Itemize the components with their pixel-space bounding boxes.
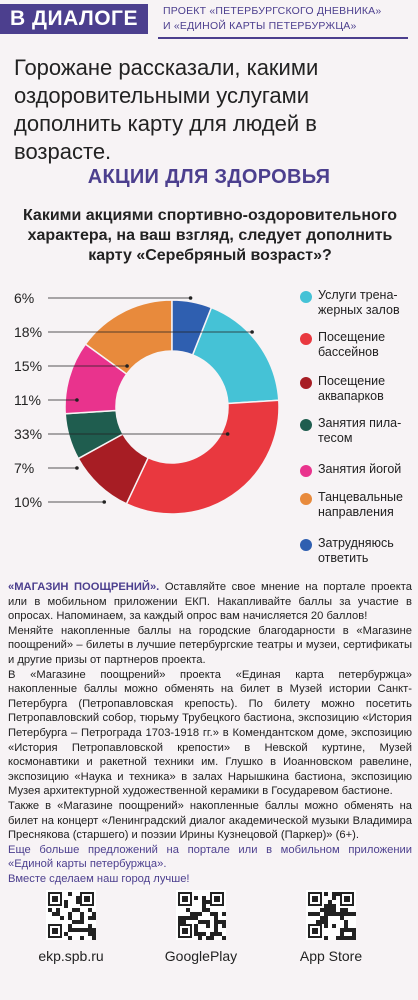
paragraph-5: Еще больше предложений на портале или в … [8,843,412,871]
leader-dot [75,398,79,402]
paragraph-6: Вместе сделаем наш город лучше! [8,872,190,885]
legend-label: Занятия пила-тесом [318,416,402,445]
link-caption[interactable]: App Store [299,948,363,964]
leader-dot [250,330,254,334]
section-title: АКЦИИ ДЛЯ ЗДОРОВЬЯ [87,166,331,188]
project-line-1: ПРОЕКТ «ПЕТЕРБУРГСКОГО ДНЕВНИКА» [163,5,382,17]
legend-swatch [300,419,312,431]
header-divider [158,37,408,39]
percent-label: 18% [14,324,42,340]
percent-label: 6% [14,290,34,306]
percent-label: 33% [14,426,42,442]
percent-label: 10% [14,494,42,510]
legend-label: Посещение аквапарков [318,374,386,403]
leader-dot [225,432,230,436]
donut-chart: 6% 18% 15% 11% 33% 7% 10% [0,278,418,578]
link-caption[interactable]: GooglePlay [164,948,238,964]
leader-dot [125,364,129,368]
donut-slice [171,299,213,356]
paragraph-3: В «Магазине поощрений» проекта «Единая к… [8,668,412,798]
legend-swatch [300,539,312,551]
header: В ДИАЛОГЕ ПРОЕКТ «ПЕТЕРБУРГСКОГО ДНЕВНИК… [0,0,418,44]
survey-question: Какими акциями спортивно-оздоровительног… [22,207,398,264]
legend-swatch [300,465,312,477]
project-caption: ПРОЕКТ «ПЕТЕРБУРГСКОГО ДНЕВНИКА» И «ЕДИН… [163,4,413,34]
paragraph-4: Также в «Магазине поощрений» накопленные… [8,799,412,842]
leader-dot [102,500,107,504]
percent-label: 11% [14,392,41,408]
percent-label: 15% [14,358,42,374]
section-badge: В ДИАЛОГЕ [0,4,148,34]
link-caption[interactable]: ekp.spb.ru [38,948,104,964]
legend-swatch [300,493,312,505]
donut-slice [125,399,280,515]
legend-swatch [300,291,312,303]
qr-code-icon[interactable] [176,890,226,940]
percent-label: 7% [14,460,34,476]
legend-label: Услуги трена-жерных залов [318,288,400,317]
paragraph-2: Меняйте накопленные баллы на городские б… [8,624,412,666]
legend-label: Затрудняюсь ответить [318,536,394,565]
donut-svg: 6% 18% 15% 11% 33% 7% 10% [14,290,280,515]
leader-dot [188,296,193,300]
legend-swatch [300,377,312,389]
legend-label: Танцевальные направления [318,490,403,519]
legend-label: Посещение бассейнов [318,330,386,359]
leader-dot [75,466,79,470]
shop-heading: «МАГАЗИН ПООЩРЕНИЙ». [8,581,160,593]
project-line-2: И «ЕДИНОЙ КАРТЫ ПЕТЕРБУРЖЦА» [163,20,357,32]
paragraph-1: «МАГАЗИН ПООЩРЕНИЙ». Оставляйте свое мне… [8,581,412,623]
qr-code-icon[interactable] [306,890,356,940]
qr-code-icon[interactable] [46,890,96,940]
lead-text: Горожане рассказали, какими оздоровитель… [14,55,319,164]
article-body: «МАГАЗИН ПООЩРЕНИЙ». Оставляйте свое мне… [8,580,412,886]
legend-label: Занятия йогой [318,462,402,476]
legend-swatch [300,333,312,345]
